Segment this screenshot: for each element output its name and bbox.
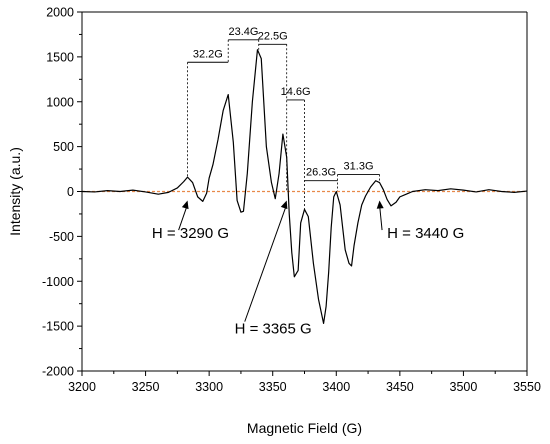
y-tick-label: 0 xyxy=(67,185,74,199)
x-tick-label: 3300 xyxy=(195,380,223,394)
marker-arrow-head xyxy=(376,200,384,209)
field-marker-label: H = 3440 G xyxy=(387,225,464,242)
marker-arrow-line xyxy=(244,204,288,322)
spacing-label: 26.3G xyxy=(306,167,336,179)
spacing-label: 23.4G xyxy=(228,26,258,38)
y-tick-label: 1000 xyxy=(46,95,74,109)
y-tick-label: -1000 xyxy=(42,275,74,289)
x-tick-label: 3500 xyxy=(450,380,478,394)
spacing-label: 14.6G xyxy=(281,86,311,98)
y-tick-label: 2000 xyxy=(46,6,74,20)
field-markers: H = 3290 G H = 3365 G H = 3440 G xyxy=(152,200,464,337)
field-marker-label: H = 3365 G xyxy=(235,320,312,337)
series-line xyxy=(81,49,528,325)
x-tick-label: 3400 xyxy=(322,380,350,394)
annotation-lines xyxy=(187,39,380,210)
marker-arrow-line xyxy=(178,204,189,231)
x-tick-label: 3450 xyxy=(386,380,414,394)
marker-arrow-head xyxy=(280,200,288,210)
marker-arrow-line xyxy=(379,204,383,231)
y-tick-label: -500 xyxy=(49,230,74,244)
spacing-label: 22.5G xyxy=(258,30,288,42)
spacing-label: 31.3G xyxy=(344,160,374,172)
y-tick-label: 500 xyxy=(53,140,74,154)
x-tick-label: 3200 xyxy=(68,380,96,394)
axes: 3200 3250 3300 3350 3400 3450 3500 3550 2000 1500… xyxy=(42,6,541,395)
annotation-labels: 32.2G 23.4G 22.5G 14.6G 26.3G 31.3G xyxy=(193,26,374,179)
y-axis-title: Intensity (a.u.) xyxy=(7,147,23,236)
spacing-label: 32.2G xyxy=(193,48,223,60)
marker-arrow-head xyxy=(181,200,189,210)
y-tick-label: -1500 xyxy=(42,320,74,334)
x-tick-label: 3350 xyxy=(259,380,287,394)
field-marker-label: H = 3290 G xyxy=(152,225,229,242)
y-tick-label: -2000 xyxy=(42,365,74,379)
x-tick-label: 3250 xyxy=(132,380,160,394)
series-group xyxy=(81,49,528,325)
x-tick-label: 3550 xyxy=(513,380,541,394)
x-axis-title: Magnetic Field (G) xyxy=(247,420,362,436)
y-tick-label: 1500 xyxy=(46,50,74,64)
